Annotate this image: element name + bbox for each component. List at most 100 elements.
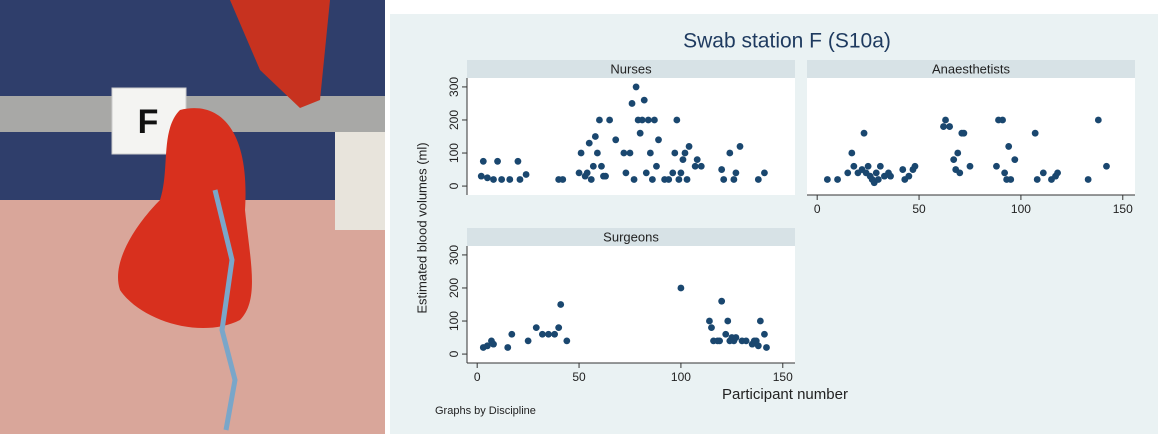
point <box>954 150 961 157</box>
point <box>733 334 740 341</box>
y-axis-label: Estimated blood volumes (ml) <box>414 142 429 313</box>
point <box>633 84 640 91</box>
x-tick-label: 50 <box>572 370 586 384</box>
point <box>584 169 591 176</box>
point <box>655 136 662 143</box>
x-tick-label: 150 <box>773 370 793 384</box>
point <box>490 341 497 348</box>
y-tick-label: 0 <box>447 350 461 357</box>
point <box>653 163 660 170</box>
note: Graphs by Discipline <box>435 405 536 417</box>
point <box>999 117 1006 124</box>
point <box>905 173 912 180</box>
point <box>692 163 699 170</box>
chart-title: Swab station F (S10a) <box>683 30 891 53</box>
point <box>873 169 880 176</box>
point <box>665 176 672 183</box>
x-tick-label: 0 <box>814 202 821 216</box>
point <box>733 169 740 176</box>
point <box>720 176 727 183</box>
y-tick-label: 300 <box>447 245 461 265</box>
point <box>639 117 646 124</box>
point <box>490 176 497 183</box>
point <box>761 169 768 176</box>
point <box>517 176 524 183</box>
x-tick-label: 50 <box>912 202 926 216</box>
point <box>590 163 597 170</box>
point <box>645 117 652 124</box>
point <box>523 171 530 178</box>
point <box>993 163 1000 170</box>
y-tick-label: 200 <box>447 278 461 298</box>
y-tick-label: 100 <box>447 143 461 163</box>
point <box>680 156 687 163</box>
point <box>716 337 723 344</box>
point <box>627 150 634 157</box>
point <box>623 169 630 176</box>
point <box>708 324 715 331</box>
point <box>682 150 689 157</box>
point <box>1032 130 1039 137</box>
x-tick-label: 150 <box>1113 202 1133 216</box>
point <box>576 169 583 176</box>
point <box>508 331 515 338</box>
point <box>671 150 678 157</box>
point <box>588 176 595 183</box>
point <box>678 169 685 176</box>
point <box>1103 163 1110 170</box>
point <box>824 176 831 183</box>
point <box>1054 169 1061 176</box>
point <box>1005 143 1012 150</box>
y-tick-label: 100 <box>447 311 461 331</box>
photo: F <box>0 0 385 434</box>
point <box>950 156 957 163</box>
point <box>545 331 552 338</box>
photo-sign-text: F <box>138 103 159 141</box>
point <box>629 100 636 107</box>
point <box>834 176 841 183</box>
point <box>684 176 691 183</box>
point <box>737 143 744 150</box>
point <box>940 123 947 130</box>
point <box>598 163 605 170</box>
point <box>761 331 768 338</box>
point <box>478 173 485 180</box>
point <box>722 331 729 338</box>
point <box>641 97 648 104</box>
point <box>1001 169 1008 176</box>
point <box>1007 176 1014 183</box>
point <box>726 150 733 157</box>
point <box>525 337 532 344</box>
point <box>586 140 593 147</box>
point <box>956 169 963 176</box>
point <box>865 163 872 170</box>
point <box>606 117 613 124</box>
y-tick-label: 300 <box>447 77 461 97</box>
point <box>743 337 750 344</box>
point <box>887 173 894 180</box>
point <box>967 163 974 170</box>
point <box>596 117 603 124</box>
point <box>669 169 676 176</box>
y-tick-label: 200 <box>447 110 461 130</box>
panel-title: Nurses <box>610 61 652 76</box>
point <box>861 130 868 137</box>
point <box>506 176 513 183</box>
point <box>912 163 919 170</box>
plot-area <box>467 78 795 195</box>
point <box>1034 176 1041 183</box>
point <box>563 337 570 344</box>
point <box>877 163 884 170</box>
point <box>706 318 713 325</box>
point <box>649 176 656 183</box>
point <box>498 176 505 183</box>
point <box>875 176 882 183</box>
point <box>539 331 546 338</box>
point <box>578 150 585 157</box>
point <box>1095 117 1102 124</box>
point <box>557 301 564 308</box>
point <box>647 150 654 157</box>
point <box>960 130 967 137</box>
point <box>678 285 685 292</box>
point <box>651 117 658 124</box>
